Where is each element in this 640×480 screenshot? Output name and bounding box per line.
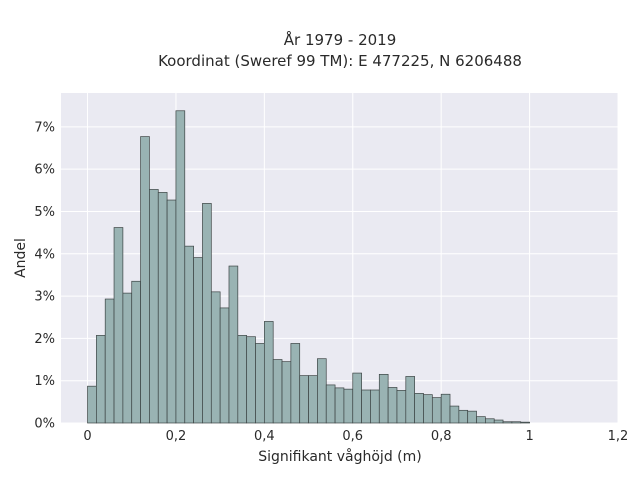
histogram-bar — [361, 389, 371, 424]
x-tick-label: 0,6 — [342, 429, 363, 444]
y-tick-label: 4% — [34, 247, 55, 262]
bars — [87, 110, 530, 424]
y-tick-label: 6% — [34, 163, 55, 178]
chart-subtitle: Koordinat (Sweref 99 TM): E 477225, N 62… — [158, 52, 522, 70]
y-tick-label: 2% — [34, 332, 55, 347]
x-axis-label: Signifikant våghöjd (m) — [258, 448, 421, 465]
y-tick-label: 7% — [34, 120, 55, 135]
histogram-bar — [87, 385, 97, 424]
histogram-bar — [458, 409, 469, 424]
histogram-bar — [405, 376, 416, 424]
histogram-bar — [246, 336, 256, 424]
y-tick-label: 1% — [34, 374, 55, 389]
histogram-bar — [175, 110, 186, 424]
histogram-bar — [334, 387, 345, 424]
histogram-bar — [157, 192, 168, 424]
histogram-bar — [219, 307, 230, 424]
histogram-bar — [202, 203, 212, 424]
histogram-bar — [228, 265, 239, 424]
x-tick-label: 0,8 — [431, 429, 452, 444]
histogram-bar — [263, 321, 274, 424]
histogram-bar — [440, 393, 451, 424]
histogram-bar — [237, 335, 248, 424]
histogram-bar — [149, 189, 159, 424]
histogram-bar — [467, 410, 477, 424]
histogram-bar — [290, 343, 301, 424]
x-tick-labels: 0 0,2 0,4 0,6 0,8 1 1,2 — [83, 429, 628, 444]
histogram-bar — [431, 397, 442, 424]
histogram-bar — [255, 343, 265, 424]
x-tick-label: 1 — [525, 429, 533, 444]
histogram-bar — [387, 387, 398, 424]
histogram-bar — [281, 361, 292, 424]
histogram-bar — [96, 335, 106, 424]
histogram-bar — [113, 227, 124, 424]
histogram-bar — [485, 418, 495, 424]
histogram-bar — [502, 421, 513, 424]
histogram-bar — [299, 375, 309, 424]
histogram-bar — [378, 373, 389, 424]
histogram-bar — [414, 393, 424, 424]
histogram-bar — [343, 388, 354, 424]
histogram-bar — [511, 421, 522, 424]
y-tick-label: 0% — [34, 417, 55, 432]
histogram-bar — [104, 298, 115, 424]
histogram-bar — [520, 421, 530, 424]
histogram-bar — [140, 136, 150, 424]
histogram-bar — [272, 359, 283, 424]
y-tick-label: 3% — [34, 290, 55, 305]
histogram-bar — [370, 389, 380, 424]
histogram-bar — [423, 394, 433, 424]
histogram-bar — [184, 245, 194, 424]
y-tick-labels: 0% 1% 2% 3% 4% 5% 6% 7% — [34, 120, 55, 431]
x-tick-label: 0,2 — [166, 429, 187, 444]
x-tick-label: 0 — [83, 429, 91, 444]
chart-title: År 1979 - 2019 — [284, 30, 397, 49]
histogram-bar — [352, 372, 362, 424]
histogram-bar — [193, 257, 203, 424]
histogram-bar — [493, 419, 504, 424]
x-tick-label: 0,4 — [254, 429, 275, 444]
histogram-bar — [131, 280, 141, 424]
histogram-bar — [317, 358, 327, 424]
histogram-bar — [325, 384, 336, 424]
histogram-bar — [308, 375, 318, 424]
histogram-bar — [449, 405, 460, 424]
y-tick-label: 5% — [34, 205, 55, 220]
histogram-bar — [122, 292, 133, 424]
y-axis-label: Andel — [13, 238, 29, 278]
histogram-bar — [166, 199, 177, 424]
x-tick-label: 1,2 — [608, 429, 629, 444]
histogram-bar — [476, 416, 486, 424]
histogram-bar — [396, 390, 407, 424]
histogram-bar — [210, 291, 221, 424]
